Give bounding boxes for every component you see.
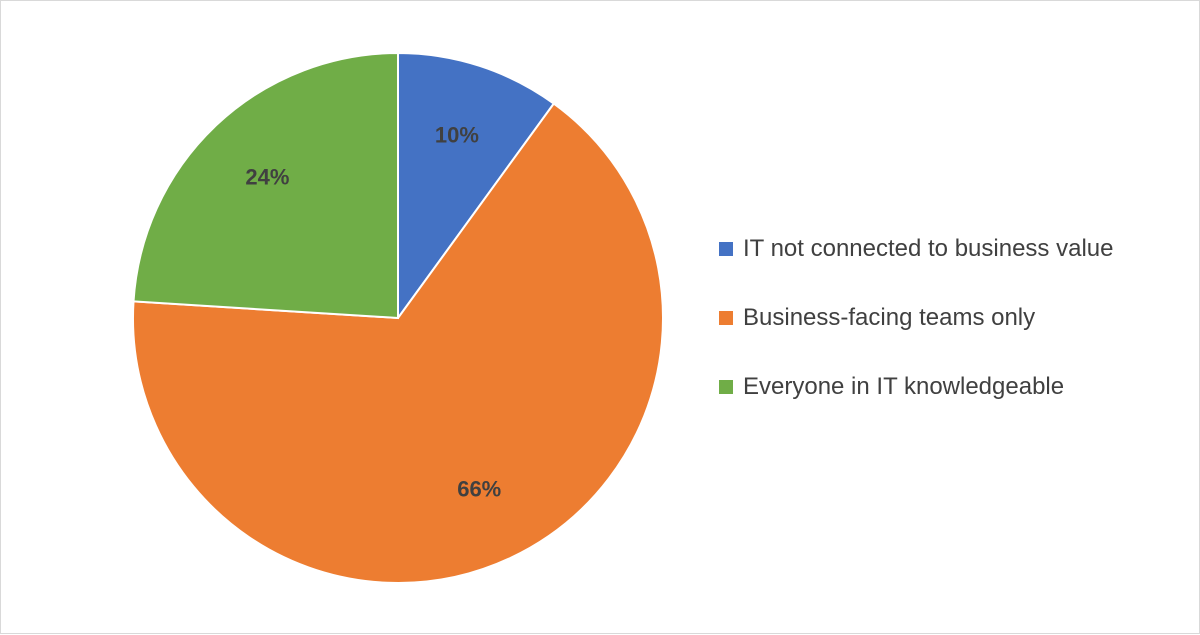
legend: IT not connected to business value Busin… (719, 231, 1113, 438)
legend-label: Everyone in IT knowledgeable (743, 373, 1065, 400)
legend-swatch (719, 311, 733, 325)
pie-slice (132, 51, 399, 320)
legend-item: IT not connected to business value (719, 231, 1113, 267)
legend-swatch (719, 380, 733, 394)
data-label: 10% (435, 122, 479, 147)
legend-item: Everyone in IT knowledgeable (719, 369, 1113, 405)
legend-item: Business-facing teams only (719, 300, 1113, 336)
pie-slice (132, 102, 664, 584)
data-label: 24% (245, 165, 289, 190)
pie-slice (397, 51, 556, 322)
legend-swatch (719, 242, 733, 256)
legend-label: Business-facing teams only (743, 304, 1036, 331)
legend-label: IT not connected to business value (743, 235, 1114, 262)
data-label: 66% (457, 476, 501, 501)
